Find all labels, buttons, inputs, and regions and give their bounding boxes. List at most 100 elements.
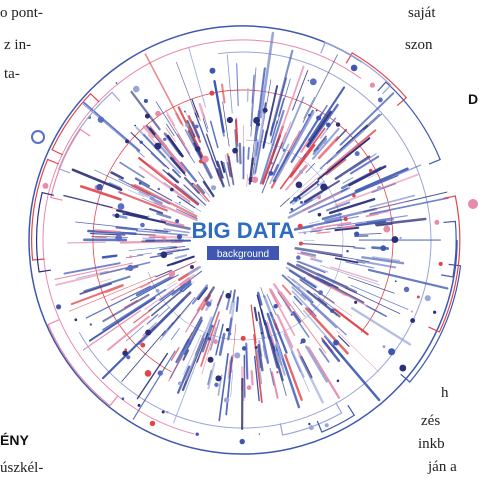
dot: [316, 115, 321, 120]
dot: [190, 265, 194, 269]
dot: [140, 343, 145, 348]
dot: [268, 171, 273, 176]
dot: [380, 245, 386, 251]
heading: D: [468, 91, 478, 107]
dot: [140, 141, 143, 144]
dot: [318, 290, 323, 295]
dot: [184, 111, 186, 113]
dot: [162, 411, 165, 414]
dot: [177, 234, 182, 239]
bracket: [52, 94, 99, 155]
dot: [169, 271, 176, 278]
ray: [336, 331, 379, 372]
ray: [309, 88, 344, 141]
dot: [106, 257, 108, 259]
ray: [248, 148, 249, 159]
ray: [366, 306, 386, 317]
ray: [370, 198, 448, 214]
dot: [439, 262, 443, 266]
dot: [240, 439, 245, 444]
dot: [145, 370, 152, 377]
dot: [253, 117, 260, 124]
dot: [202, 156, 209, 163]
ray: [150, 209, 162, 213]
ray: [338, 216, 408, 226]
illustration-title: BIG DATA: [191, 218, 294, 243]
ray: [278, 315, 293, 347]
dot: [308, 423, 310, 425]
bracket: [401, 264, 461, 382]
dot: [351, 65, 358, 72]
ray: [76, 222, 161, 231]
dot: [417, 295, 420, 298]
ray: [83, 104, 139, 152]
ray: [303, 244, 354, 247]
dot: [346, 250, 349, 253]
dot: [263, 108, 268, 113]
dot: [399, 237, 401, 239]
text-line: szon: [405, 36, 433, 54]
dot: [298, 287, 300, 289]
ray: [297, 265, 355, 292]
node: [32, 131, 44, 143]
ray: [230, 302, 232, 313]
dot: [115, 213, 120, 218]
dot: [228, 332, 231, 335]
dot: [283, 149, 286, 152]
dot: [150, 421, 155, 426]
dot: [118, 203, 125, 210]
dot: [129, 255, 132, 258]
text-line: z in-: [4, 36, 31, 54]
dot: [163, 138, 166, 141]
text-line: saját: [408, 4, 436, 22]
dot: [296, 182, 303, 189]
dot: [125, 139, 129, 143]
ray: [283, 286, 291, 295]
ray: [236, 120, 237, 141]
ray: [120, 163, 144, 178]
ray: [271, 291, 278, 304]
dot: [261, 332, 263, 334]
dot: [214, 383, 218, 387]
dot: [247, 385, 252, 390]
dot: [213, 339, 218, 344]
dot: [138, 404, 141, 407]
dot: [352, 194, 356, 198]
ray: [282, 97, 304, 148]
dot: [208, 357, 214, 363]
dot: [115, 235, 122, 242]
dot: [354, 231, 359, 236]
dot: [241, 336, 246, 341]
text-line: o pont-: [0, 4, 43, 22]
ray: [255, 308, 257, 320]
dot: [317, 196, 321, 200]
dot: [299, 241, 303, 245]
dot: [178, 382, 182, 386]
bracket: [59, 92, 120, 173]
ray: [311, 259, 321, 262]
dot: [191, 183, 193, 185]
dot: [160, 251, 167, 258]
node: [468, 199, 478, 209]
dot: [275, 343, 279, 347]
dot: [324, 140, 328, 144]
dot: [133, 86, 140, 93]
dot: [425, 295, 431, 301]
dot: [225, 293, 231, 299]
dot: [116, 82, 118, 84]
dot: [354, 301, 357, 304]
dot: [209, 68, 215, 74]
dot: [316, 110, 318, 112]
dot: [276, 371, 278, 373]
ray: [166, 110, 175, 125]
dot: [308, 114, 311, 117]
dot: [434, 220, 439, 225]
ray: [351, 285, 408, 309]
dot: [326, 122, 331, 127]
dot: [195, 146, 201, 152]
ray: [309, 221, 319, 223]
dot: [273, 304, 278, 309]
bracket: [346, 53, 406, 106]
dot: [304, 277, 306, 279]
ray: [139, 300, 183, 344]
